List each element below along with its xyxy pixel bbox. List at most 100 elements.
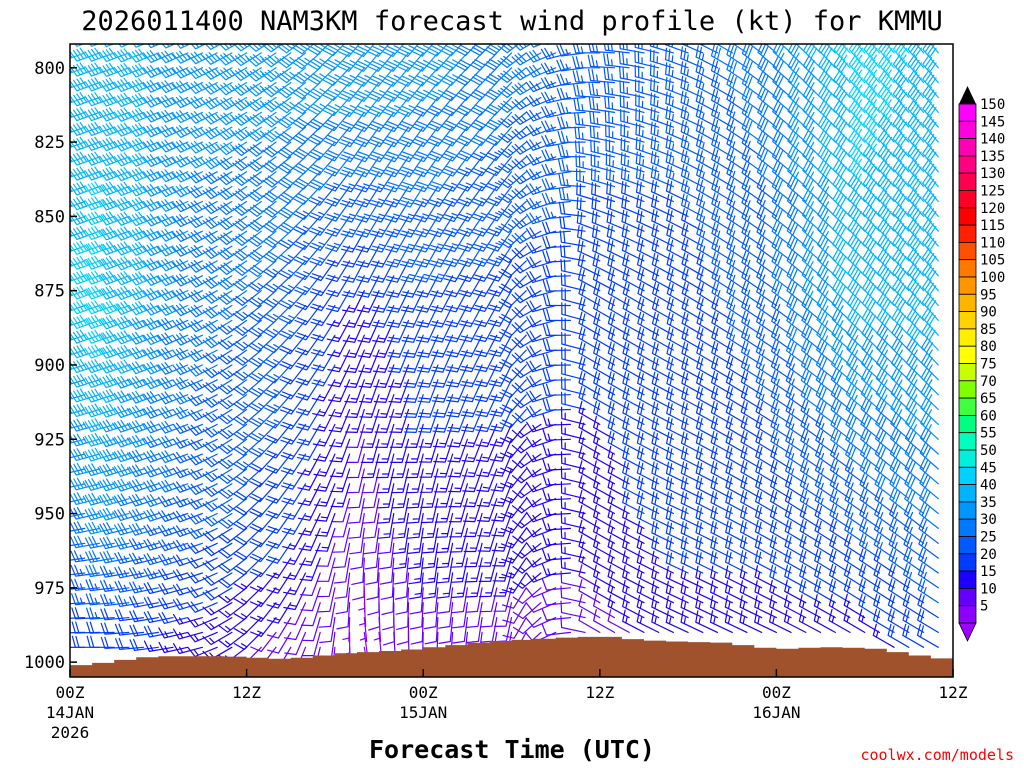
wind-barb <box>803 44 822 69</box>
wind-barb <box>578 385 601 411</box>
wind-barb <box>651 223 674 247</box>
wind-barb <box>542 368 571 381</box>
wind-barb <box>370 260 395 283</box>
wind-barb <box>355 215 380 238</box>
wind-barb <box>786 279 807 307</box>
wind-barb <box>465 587 483 613</box>
wind-barb <box>280 394 307 415</box>
wind-barb <box>859 473 880 500</box>
wind-barb <box>296 438 321 461</box>
wind-barb <box>695 401 719 425</box>
wind-barb <box>696 207 719 232</box>
wind-barb <box>830 398 851 425</box>
wind-barb <box>250 631 277 652</box>
wind-barb <box>312 394 336 417</box>
wind-barb <box>771 160 792 188</box>
wind-barb <box>399 230 424 253</box>
wind-barb <box>362 498 380 524</box>
wind-barb <box>70 512 86 518</box>
wind-barb <box>578 281 601 307</box>
wind-barb <box>593 594 616 619</box>
wind-barb <box>770 354 792 381</box>
wind-barb <box>680 491 704 515</box>
wind-barb <box>202 186 233 200</box>
wind-barb <box>262 245 292 263</box>
wind-barb <box>801 294 822 321</box>
wind-barb <box>561 391 586 411</box>
wind-barb <box>408 557 424 585</box>
wind-barb <box>666 431 689 455</box>
wind-barb <box>649 44 674 54</box>
wind-barb <box>328 408 351 433</box>
wind-barb <box>831 293 851 321</box>
wind-barb <box>680 610 704 633</box>
wind-barb <box>725 475 748 500</box>
wind-barb <box>70 423 86 430</box>
wind-barb <box>666 326 689 351</box>
wind-barb <box>232 111 262 126</box>
wind-barb <box>384 200 410 223</box>
wind-barb <box>100 622 130 635</box>
wind-barb <box>187 423 218 436</box>
wind-barb <box>382 67 410 87</box>
wind-barb <box>70 550 100 563</box>
wind-barb <box>314 483 336 507</box>
wind-barb <box>444 290 468 313</box>
wind-barb <box>710 475 733 500</box>
wind-barb <box>281 468 307 490</box>
wind-barb <box>831 308 851 336</box>
wind-barb <box>172 318 203 331</box>
wind-barb <box>280 408 307 430</box>
wind-barb <box>293 215 321 235</box>
wind-barb <box>326 290 351 313</box>
wind-barb <box>814 503 836 529</box>
wind-barb <box>680 461 704 485</box>
wind-barb <box>636 595 660 619</box>
wind-barb <box>859 503 880 529</box>
wind-barb <box>786 294 807 321</box>
wind-barb <box>636 252 660 277</box>
wind-barb <box>771 190 792 217</box>
wind-barb <box>918 517 939 544</box>
wind-barb <box>651 326 674 351</box>
wind-barb <box>70 602 86 605</box>
wind-barb <box>114 552 145 564</box>
wind-barb <box>172 437 203 449</box>
wind-barb <box>417 394 439 418</box>
wind-barb <box>217 230 248 246</box>
wind-barb <box>471 215 498 237</box>
wind-barb <box>277 156 307 174</box>
wind-barb <box>561 361 586 381</box>
wind-barb <box>680 149 704 173</box>
wind-barb <box>771 250 792 277</box>
wind-barb <box>578 534 601 559</box>
wind-barb <box>890 367 910 396</box>
wind-barb <box>172 125 203 138</box>
wind-barb <box>560 436 586 455</box>
wind-barb <box>739 535 763 559</box>
wind-barb <box>680 105 704 128</box>
wind-barb <box>800 414 822 440</box>
wind-barb <box>817 204 836 232</box>
wind-barb <box>560 496 586 515</box>
wind-barb <box>172 466 203 479</box>
wind-barb <box>85 564 115 578</box>
wind-barb <box>475 423 498 448</box>
wind-barb <box>542 443 571 456</box>
wind-barb <box>665 565 689 589</box>
wind-barb <box>832 188 851 217</box>
wind-barb <box>541 120 571 133</box>
wind-barb <box>202 602 233 616</box>
wind-barb <box>353 111 380 133</box>
wind-barb <box>172 229 203 242</box>
wind-barb <box>335 587 351 615</box>
wind-barb <box>741 206 763 232</box>
wind-barb <box>217 498 248 514</box>
colorbar-swatch <box>958 414 977 434</box>
wind-barb <box>816 263 836 292</box>
wind-barb <box>725 445 748 470</box>
wind-barb <box>70 364 86 371</box>
wind-barb <box>876 337 895 366</box>
wind-barb <box>636 520 660 544</box>
wind-barb <box>769 504 792 529</box>
